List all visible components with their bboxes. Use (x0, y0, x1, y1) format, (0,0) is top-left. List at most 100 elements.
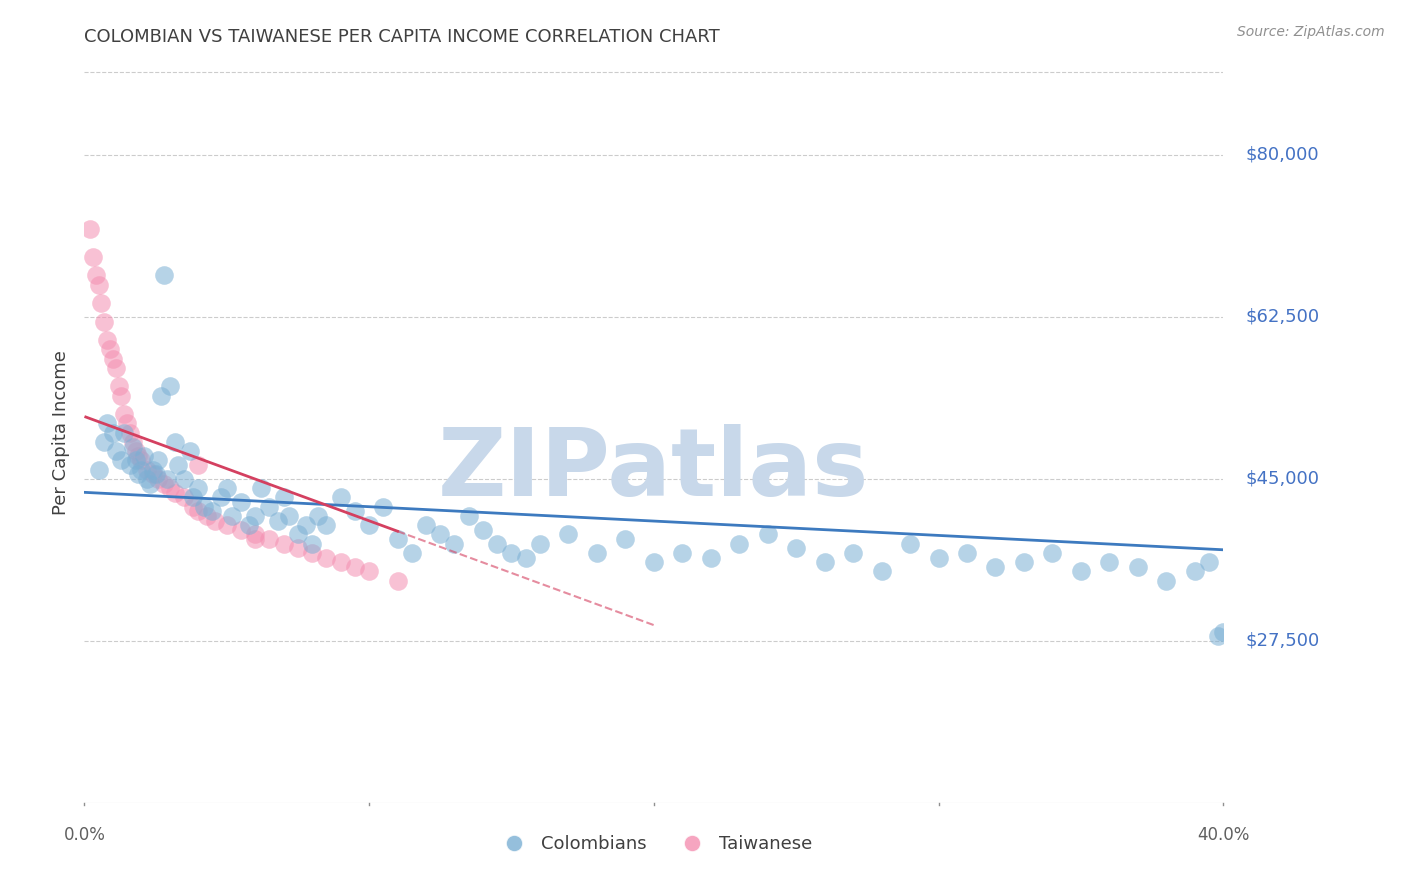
Point (898, 536, 921, 550)
Point (165, 485, 187, 500)
Point (167, 458, 190, 472)
Point (127, 467, 149, 482)
Point (195, 508, 218, 523)
Point (984, 559, 1007, 574)
Point (201, 504, 224, 518)
Point (273, 536, 295, 550)
Point (501, 546, 523, 560)
Point (110, 453, 132, 467)
Point (104, 444, 127, 458)
Point (221, 508, 243, 523)
Point (79, 222, 101, 236)
Point (142, 467, 165, 482)
Point (756, 527, 779, 541)
Point (278, 508, 301, 523)
Point (301, 546, 323, 560)
Point (245, 527, 267, 541)
Point (181, 500, 204, 514)
Point (87, 277, 110, 292)
Text: Source: ZipAtlas.com: Source: ZipAtlas.com (1237, 25, 1385, 39)
Point (295, 518, 318, 533)
Point (136, 472, 159, 486)
Point (373, 500, 395, 514)
Point (104, 360, 127, 375)
Point (209, 491, 232, 505)
Point (215, 518, 238, 533)
Point (614, 532, 637, 546)
Point (1042, 546, 1064, 560)
Point (96, 333, 118, 347)
Point (359, 565, 381, 579)
Point (90, 296, 112, 310)
Point (131, 462, 153, 476)
Point (84, 268, 107, 283)
Point (287, 541, 309, 556)
Point (115, 417, 138, 431)
Point (842, 546, 865, 560)
Point (359, 518, 381, 533)
Point (148, 453, 170, 467)
Point (229, 495, 252, 509)
Point (785, 541, 807, 556)
Point (287, 527, 309, 541)
Point (150, 388, 173, 402)
Point (443, 536, 465, 550)
Point (110, 388, 132, 402)
Point (643, 555, 665, 569)
Point (121, 434, 143, 449)
Point (124, 453, 146, 467)
Text: ZIPatlas: ZIPatlas (439, 424, 869, 516)
Point (124, 444, 146, 458)
Point (96, 417, 118, 431)
Point (142, 462, 165, 476)
Point (307, 508, 329, 523)
Point (1198, 555, 1220, 569)
Point (112, 425, 135, 440)
Point (82, 250, 104, 264)
Point (387, 532, 409, 546)
Point (1184, 565, 1206, 579)
Point (181, 491, 204, 505)
Point (121, 440, 143, 454)
Point (245, 508, 267, 523)
Text: $27,500: $27,500 (1246, 632, 1320, 650)
Point (134, 449, 156, 463)
Point (153, 476, 176, 491)
Point (557, 527, 579, 541)
Point (728, 536, 751, 550)
Point (457, 508, 479, 523)
Point (1012, 555, 1035, 569)
Point (165, 434, 187, 449)
Point (159, 379, 181, 393)
Point (93, 314, 115, 328)
Point (343, 504, 366, 518)
Point (173, 491, 195, 505)
Point (814, 555, 837, 569)
Point (118, 425, 141, 440)
Text: $62,500: $62,500 (1246, 308, 1320, 326)
Point (1098, 555, 1121, 569)
Point (315, 518, 337, 533)
Point (401, 546, 423, 560)
Point (118, 458, 141, 472)
Point (173, 472, 195, 486)
Point (928, 550, 950, 565)
Point (98, 343, 121, 357)
Point (187, 458, 209, 472)
Point (148, 472, 170, 486)
Point (250, 481, 273, 495)
Point (139, 476, 162, 491)
Point (229, 523, 252, 537)
Y-axis label: Per Capita Income: Per Capita Income (52, 351, 70, 515)
Point (315, 550, 337, 565)
Point (112, 407, 135, 421)
Point (215, 481, 238, 495)
Point (956, 546, 979, 560)
Point (131, 453, 153, 467)
Text: 0.0%: 0.0% (63, 826, 105, 844)
Point (515, 550, 537, 565)
Point (93, 434, 115, 449)
Point (187, 481, 209, 495)
Point (193, 500, 215, 514)
Point (245, 532, 267, 546)
